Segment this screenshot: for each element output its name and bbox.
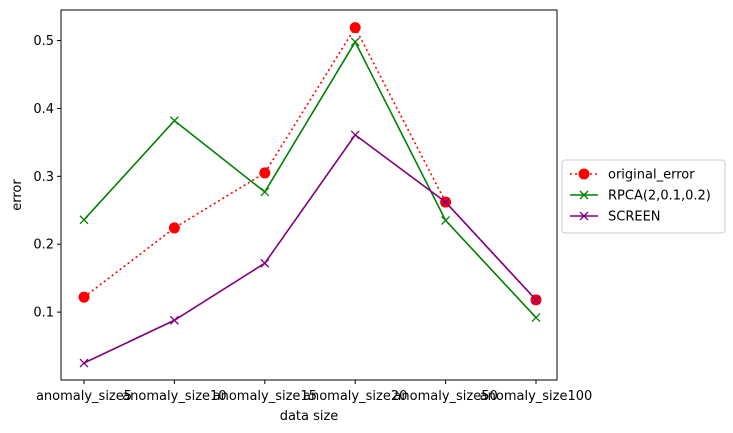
x-axis-label: data size bbox=[280, 409, 339, 424]
y-tick-label: 0.4 bbox=[33, 102, 54, 117]
data-point bbox=[79, 358, 89, 368]
data-point bbox=[260, 258, 270, 268]
x-tick-label: anomaly_size50 bbox=[393, 389, 497, 404]
data-point bbox=[78, 291, 90, 303]
series-line bbox=[83, 40, 537, 319]
x-tick-label: anomaly_size10 bbox=[122, 389, 226, 404]
data-point bbox=[531, 313, 541, 323]
legend-marker bbox=[579, 211, 589, 221]
x-tick-label: anomaly_size5 bbox=[36, 389, 132, 404]
x-axis: anomaly_size5anomaly_size10anomaly_size1… bbox=[36, 380, 592, 404]
series-2 bbox=[79, 37, 541, 323]
x-tick-label: anomaly_size20 bbox=[303, 389, 407, 404]
data-point bbox=[169, 116, 179, 126]
data-point bbox=[260, 187, 270, 197]
data-point bbox=[259, 167, 271, 179]
data-point bbox=[441, 197, 451, 207]
data-point bbox=[349, 22, 361, 34]
data-point bbox=[441, 215, 451, 225]
legend-item: original_error bbox=[570, 168, 695, 183]
legend-marker bbox=[578, 168, 590, 180]
y-tick-label: 0.1 bbox=[33, 306, 54, 321]
legend-label: SCREEN bbox=[608, 210, 661, 225]
legend-box bbox=[561, 159, 726, 234]
data-point bbox=[79, 215, 89, 225]
legend-item: SCREEN bbox=[570, 210, 661, 225]
y-tick-label: 0.5 bbox=[33, 34, 54, 49]
series-3 bbox=[79, 130, 541, 368]
y-tick-label: 0.2 bbox=[33, 238, 54, 253]
legend-marker bbox=[579, 190, 589, 200]
series-line bbox=[83, 133, 537, 364]
data-point bbox=[531, 295, 541, 305]
legend-item: RPCA(2,0.1,0.2) bbox=[570, 189, 711, 204]
y-axis-label: error bbox=[10, 179, 25, 211]
legend: original_error RPCA(2,0.1,0.2) SCREEN bbox=[561, 159, 726, 234]
y-axis: 0.1 0.2 0.3 0.4 0.5 bbox=[33, 34, 61, 321]
legend-label: RPCA(2,0.1,0.2) bbox=[608, 189, 711, 204]
x-tick-label: anomaly_size15 bbox=[213, 389, 317, 404]
x-tick-label: anomaly_size100 bbox=[480, 389, 593, 404]
y-tick-label: 0.3 bbox=[33, 170, 54, 185]
data-point bbox=[169, 315, 179, 325]
data-point bbox=[350, 130, 360, 140]
data-point bbox=[168, 222, 180, 234]
data-point bbox=[350, 37, 360, 47]
series-line bbox=[83, 26, 537, 301]
plot-area bbox=[60, 9, 558, 381]
series-layer bbox=[78, 22, 542, 368]
legend-label: original_error bbox=[608, 168, 695, 183]
